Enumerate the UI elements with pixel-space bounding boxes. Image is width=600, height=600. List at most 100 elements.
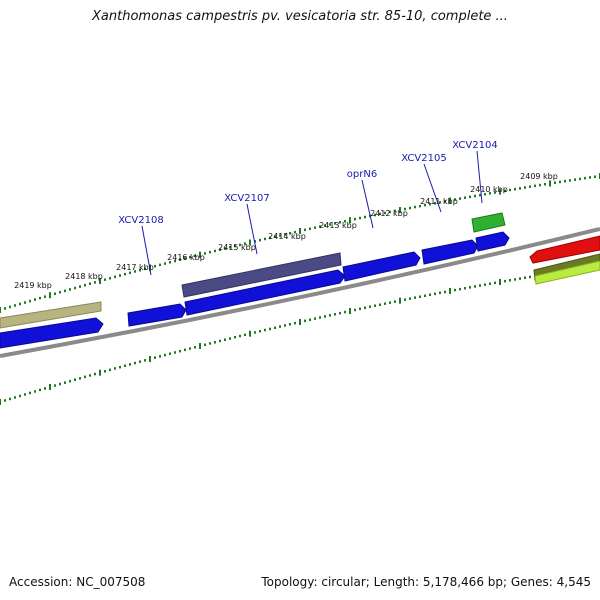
gene-blue-1[interactable]	[0, 317, 104, 349]
minor-tick	[139, 360, 141, 363]
minor-tick	[359, 216, 361, 220]
minor-tick	[134, 361, 136, 365]
tick-label: 2415 kbp	[218, 243, 256, 252]
minor-tick	[189, 347, 191, 350]
minor-tick	[329, 223, 331, 226]
minor-tick	[194, 254, 196, 258]
minor-tick	[304, 319, 306, 323]
minor-tick	[124, 272, 126, 276]
minor-tick	[454, 198, 456, 201]
minor-tick	[434, 202, 436, 205]
minor-tick	[244, 242, 246, 245]
minor-tick	[409, 297, 411, 300]
tick-label: 2410 kbp	[470, 185, 508, 194]
minor-tick	[419, 295, 421, 298]
genome-backbone	[0, 227, 600, 358]
gene-red[interactable]	[529, 235, 600, 264]
tick-label: 2413 kbp	[319, 221, 357, 230]
minor-tick	[204, 343, 206, 346]
minor-tick	[274, 326, 276, 329]
minor-tick	[179, 258, 181, 261]
minor-tick	[554, 181, 556, 184]
gene-purple[interactable]	[181, 252, 342, 298]
minor-tick	[24, 393, 26, 396]
minor-tick	[114, 275, 116, 279]
minor-tick	[279, 325, 281, 328]
gene-label[interactable]: XCV2107	[224, 193, 269, 204]
minor-tick	[39, 388, 41, 392]
minor-tick	[569, 179, 571, 182]
major-tick	[99, 369, 101, 376]
minor-tick	[339, 221, 341, 224]
outer-tick-ring	[0, 173, 600, 313]
gene-green-xcv2104[interactable]	[471, 212, 506, 233]
gene-label[interactable]: oprN6	[347, 169, 377, 180]
minor-tick	[64, 289, 66, 293]
minor-tick	[324, 315, 326, 318]
minor-tick	[14, 396, 16, 399]
minor-tick	[314, 226, 316, 229]
minor-tick	[334, 313, 336, 316]
minor-tick	[94, 281, 96, 284]
minor-tick	[304, 228, 306, 232]
minor-tick	[479, 193, 481, 197]
major-tick	[149, 356, 151, 362]
minor-tick	[234, 244, 236, 248]
minor-tick	[104, 370, 106, 373]
minor-tick	[489, 192, 491, 195]
minor-tick	[14, 304, 16, 307]
minor-tick	[119, 274, 121, 277]
minor-tick	[169, 352, 171, 355]
major-tick	[99, 278, 101, 284]
gene-blue-3[interactable]	[184, 269, 346, 316]
gene-label[interactable]: XCV2105	[401, 153, 446, 164]
minor-tick	[159, 263, 161, 267]
minor-tick	[384, 211, 386, 215]
minor-tick	[524, 276, 526, 279]
gene-features	[0, 212, 600, 349]
minor-tick	[229, 337, 231, 340]
minor-tick	[519, 277, 521, 280]
gene-blue-4[interactable]	[342, 251, 421, 282]
minor-tick	[319, 316, 321, 319]
minor-tick	[359, 307, 361, 311]
minor-tick	[214, 249, 216, 253]
minor-tick	[379, 303, 381, 306]
minor-tick	[344, 310, 346, 314]
minor-tick	[464, 196, 466, 199]
gene-olive[interactable]	[0, 301, 102, 329]
minor-tick	[294, 230, 296, 234]
minor-tick	[34, 298, 36, 301]
minor-tick	[54, 384, 56, 387]
minor-tick	[84, 375, 86, 379]
minor-tick	[474, 285, 476, 288]
minor-tick	[504, 279, 506, 283]
minor-tick	[254, 240, 256, 243]
minor-tick	[59, 291, 61, 294]
minor-tick	[419, 204, 421, 208]
gene-blue-2[interactable]	[127, 303, 187, 327]
gene-lime[interactable]	[534, 260, 600, 285]
major-tick	[449, 197, 451, 204]
minor-tick	[564, 179, 566, 183]
minor-tick	[354, 217, 356, 221]
minor-tick	[339, 311, 341, 315]
minor-tick	[164, 353, 166, 357]
gene-blue-6[interactable]	[475, 231, 510, 252]
minor-tick	[309, 318, 311, 321]
gene-label[interactable]: XCV2104	[452, 140, 497, 151]
gene-label[interactable]: XCV2108	[118, 215, 163, 226]
minor-tick	[459, 287, 461, 291]
minor-tick	[269, 236, 271, 240]
minor-tick	[324, 224, 326, 227]
minor-tick	[44, 387, 46, 390]
major-tick	[499, 279, 501, 285]
gene-labels: XCV2108 XCV2107 oprN6 XCV2105 XCV2104	[118, 140, 497, 226]
minor-tick	[429, 293, 431, 296]
minor-tick	[154, 356, 156, 359]
gene-blue-5[interactable]	[421, 239, 479, 265]
minor-tick	[119, 365, 121, 369]
minor-tick	[44, 295, 46, 298]
minor-tick	[384, 302, 386, 305]
